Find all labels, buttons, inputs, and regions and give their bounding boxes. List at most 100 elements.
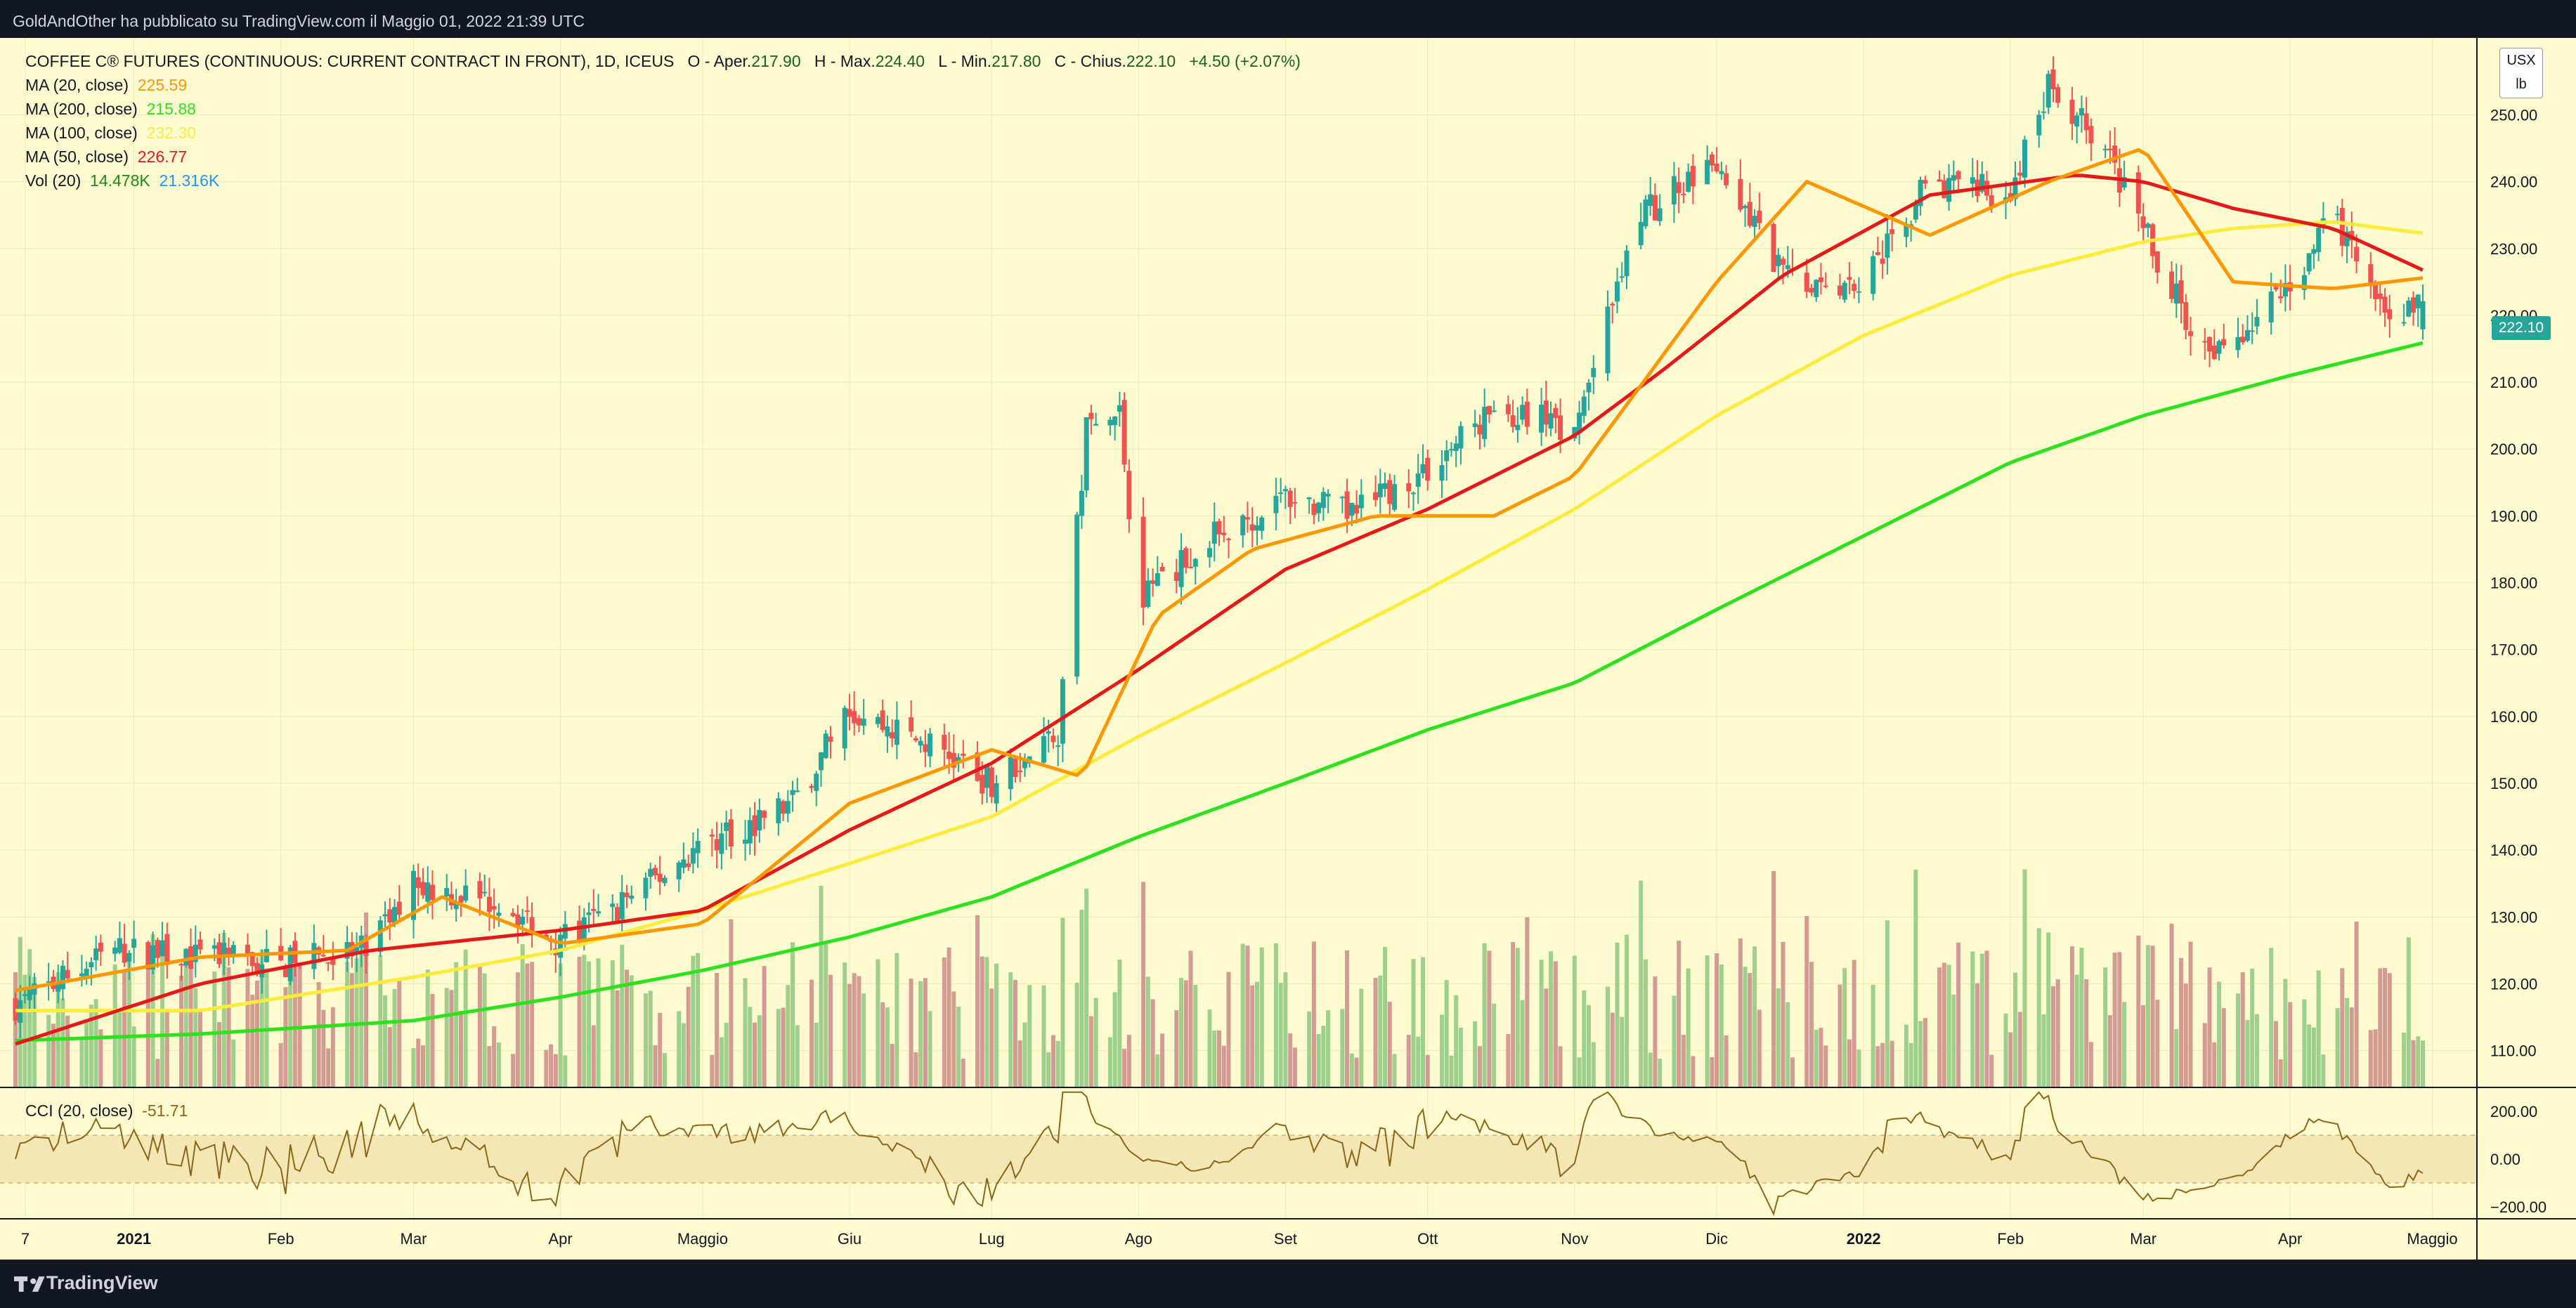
candle-body [1448,449,1454,451]
candle-body [781,801,786,814]
volume-bar [155,1059,160,1087]
volume-bar [781,1007,786,1087]
candle-body [1885,233,1890,258]
volume-bar [216,1022,221,1087]
candle-body [1681,193,1686,196]
ma200-value: 215.88 [146,100,196,118]
candle-body [1159,566,1165,572]
candle-body [1225,538,1231,540]
tradingview-logo-icon[interactable] [13,1274,58,1295]
volume-bar [60,998,65,1087]
ma50-label: MA (50, close) [25,148,129,166]
volume-bar [2217,981,2222,1087]
candle-body [743,839,748,844]
candle-body [1743,206,1748,209]
candle-body [112,947,118,954]
candle-body [1387,480,1393,504]
candle-body [961,753,966,757]
unit-selector[interactable]: USX lb [2499,48,2543,98]
candle-body [1458,426,1464,449]
candle-body [2282,282,2288,297]
candle-body [482,891,488,894]
volume-bar [2240,972,2245,1087]
volume-bar [1984,950,1989,1087]
candle-body [1240,515,1246,536]
volume-bar [198,1011,203,1087]
candle-body [1050,735,1056,743]
price-chart[interactable]: 110.00 120.00 130.00 140.00 150.00 160.00 170.… [0,38,2576,1260]
volume-bar [947,947,951,1087]
candle-body [510,913,516,917]
candle-body [1088,412,1094,419]
volume-bar [1240,943,1245,1087]
volume-bar [2402,1033,2407,1087]
candle-body [1671,176,1677,204]
volume-bar [876,959,880,1087]
candle-body [1814,280,1819,297]
volume-bar [297,962,302,1087]
candle-body [2301,275,2307,290]
candle-body [596,911,601,914]
candle-body [1117,405,1122,412]
candle-body [2382,296,2388,313]
candle-body [885,726,890,737]
candle-body [1425,457,1431,481]
volume-bar [2383,967,2388,1087]
candle-body [458,896,464,903]
volume-bar [994,963,999,1087]
candle-body [1017,771,1023,773]
volume-bar [2036,928,2041,1087]
candle-body [1112,416,1118,426]
candle-body [27,989,32,1000]
candle-body [1610,303,1615,306]
volume-bar [1174,1010,1179,1087]
price-axis[interactable]: 110.00 120.00 130.00 140.00 150.00 160.00 170.… [2490,106,2537,1059]
time-axis[interactable]: 7 2021 Feb Mar Apr Maggio Giu Lug Ago Set Ott Nov Di… [21,1230,2458,1248]
volume-bar [544,1049,549,1087]
candle-body [1392,484,1398,510]
volume-bar [1245,946,1250,1087]
volume-bar [2349,1007,2354,1087]
volume-bar [1283,972,1288,1087]
time-tick-label: Ago [1125,1230,1152,1248]
candle-body [709,835,715,837]
footer-brand[interactable]: TradingView [46,1272,158,1293]
volume-bar [2316,970,2321,1087]
candle-body [463,885,469,901]
volume-bar [13,972,18,1087]
volume-bar [226,967,231,1087]
ma200-legend: MA (200, close) 215.88 [25,97,1301,121]
candle-body [714,839,720,851]
candle-body [1757,210,1762,223]
volume-bar [1672,995,1677,1087]
candle-body [724,822,729,831]
volume-bar [160,951,165,1087]
volume-bar [444,988,449,1087]
volume-bar [624,969,629,1087]
volume-bar [2321,1054,2326,1087]
candle-body [615,907,620,922]
volume-bar [1989,1054,1994,1087]
candle-body [856,718,861,726]
volume-bar [1875,1046,1880,1087]
volume-bar [1212,1031,1217,1087]
volume-bar [2406,937,2411,1087]
volume-bar [416,1038,421,1087]
volume-bar [1979,953,1984,1087]
volume-bar [2179,957,2184,1087]
volume-bar [221,932,226,1087]
candle-body [1420,464,1426,473]
volume-bar [1321,1026,1326,1087]
candle-body [1724,173,1729,185]
candle-body [1192,558,1198,567]
candle-body [629,895,635,899]
volume-bar [1017,1040,1022,1087]
volume-bar [122,972,127,1087]
candle-body [221,943,227,958]
volume-bar [188,953,193,1087]
volume-bar [861,993,866,1087]
volume-bar [984,957,989,1087]
candle-body [1923,180,1928,184]
cci-tick-label: 200.00 [2490,1103,2537,1120]
candle-body [524,910,530,913]
